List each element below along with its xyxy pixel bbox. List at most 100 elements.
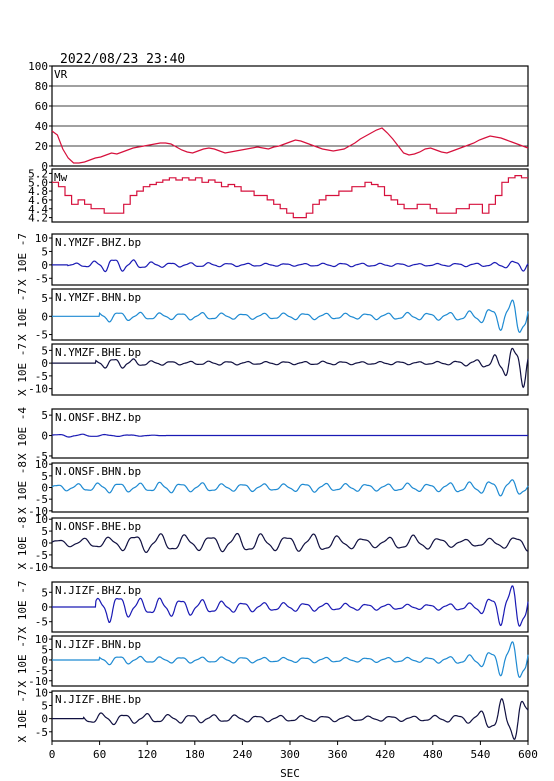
y-tick-label: -5 [35,549,48,562]
x-tick-label: 480 [423,748,443,761]
y-tick-label: 0 [41,160,48,173]
series-line [52,641,529,679]
y-axis-label: X 10E -7 [16,288,29,341]
panel-jizf-bhz: 5 0 -5 N.JIZF.BHZ.bp X 10E -7 [16,581,529,634]
y-tick-label: -5 [35,616,48,629]
x-tick-label: 240 [232,748,252,761]
panel-frame [51,408,529,459]
series-line [52,175,528,219]
channel-label: N.JIZF.BHE.bp [55,693,141,706]
y-tick-label: 4.2 [28,212,48,225]
panel-ymzf-bhe: 50-5-10 N.YMZF.BHE.bp X 10E -7 [16,343,529,396]
x-tick-label: 180 [185,748,205,761]
y-tick-label: 5.2 [28,167,48,180]
x-tick-label: 540 [470,748,490,761]
panel-ymzf-bhn: 5 0 -5 N.YMZF.BHN.bp X 10E -7 [16,288,529,342]
y-axis-label: X 10E -8 [16,517,29,570]
y-axis-label: X 10E -7 [16,233,29,286]
y-tick-label: 5 [41,586,48,599]
y-tick-label: 20 [35,140,48,153]
series-line [52,259,529,273]
panel-vr: 100 80 60 40 20 0 VR [28,60,529,173]
y-tick-label: -5 [35,726,48,739]
panel-frame [51,168,529,223]
y-tick-label: 4.8 [28,185,48,198]
y-axis-label: X 10E -7 [16,635,29,688]
y-tick-label: 0 [41,601,48,614]
channel-label: N.ONSF.BHN.bp [55,465,141,478]
y-tick-label: 10 [35,458,48,471]
y-tick-label: -5 [35,329,48,342]
y-tick-label: 80 [35,80,48,93]
y-tick-label: 0 [41,259,48,272]
y-tick-label: 5 [41,525,48,538]
x-tick-label: 0 [49,748,56,761]
x-tick-label: 120 [137,748,157,761]
y-tick-label: 4.6 [28,194,48,207]
y-axis-label: X 10E -7 [16,690,29,743]
y-tick-label: 5.0 [28,176,48,189]
y-axis-label: X 10E -7 [16,343,29,396]
x-tick-label: 300 [280,748,300,761]
series-line [51,433,528,438]
x-axis: 0 60 120 180 240 300 360 420 480 540 600 [49,741,538,761]
y-tick-label: -10 [28,561,48,574]
y-tick-label: 5 [41,699,48,712]
y-tick-label: 0 [41,310,48,323]
series-line [51,127,529,164]
series-line [52,698,529,740]
series-line [52,347,529,389]
panel-frame [51,635,529,687]
y-axis-label: X 10E -7 [16,581,29,634]
series-line [51,479,529,497]
channel-label: N.YMZF.BHN.bp [55,291,141,304]
y-tick-label: 0 [41,482,48,495]
y-tick-label: 0 [41,713,48,726]
panel-frame [51,233,529,286]
y-tick-label: 5 [41,344,48,357]
panel-onsf-bhz: 5 0 -5 N.ONSF.BHZ.bp X 10E -4 [16,407,529,463]
y-tick-label: 5 [41,470,48,483]
x-tick-label: 600 [518,748,538,761]
y-tick-label: -5 [35,493,48,506]
timestamp-label: 2022/08/23 23:40 [60,52,185,67]
y-tick-label: 5 [41,292,48,305]
y-tick-label: -10 [28,383,48,396]
channel-label: N.JIZF.BHN.bp [55,638,141,651]
y-tick-label: -5 [35,272,48,285]
x-axis-label: SEC [280,767,300,780]
channel-label: N.YMZF.BHE.bp [55,346,141,359]
y-tick-label: 40 [35,120,48,133]
panel-frame [51,517,529,569]
panel-frame [51,65,529,167]
y-tick-label: 100 [28,60,48,73]
y-tick-label: 10 [35,232,48,245]
y-tick-label: 10 [35,513,48,526]
channel-label: N.ONSF.BHZ.bp [55,411,141,424]
y-tick-label: 10 [35,633,48,646]
panel-frame [51,462,529,513]
y-tick-label: 5 [41,245,48,258]
y-tick-label: -10 [28,505,48,518]
series-line [51,532,528,554]
panel-title: Mw [54,171,68,184]
x-tick-label: 360 [328,748,348,761]
panel-frame [51,343,529,396]
y-tick-label: 0 [41,357,48,370]
y-tick-label: 0 [41,654,48,667]
panel-title: VR [54,68,68,81]
y-tick-label: 0 [41,430,48,443]
y-tick-label: -5 [35,450,48,463]
channel-label: N.ONSF.BHE.bp [55,520,141,533]
y-tick-label: 5 [41,644,48,657]
panel-mw: 5.25.04.84.64.44.2 Mw [28,167,529,225]
y-axis-label: X 10E -8 [16,461,29,514]
series-line [52,585,529,627]
y-tick-label: 0 [41,537,48,550]
y-tick-label: -10 [28,675,48,688]
